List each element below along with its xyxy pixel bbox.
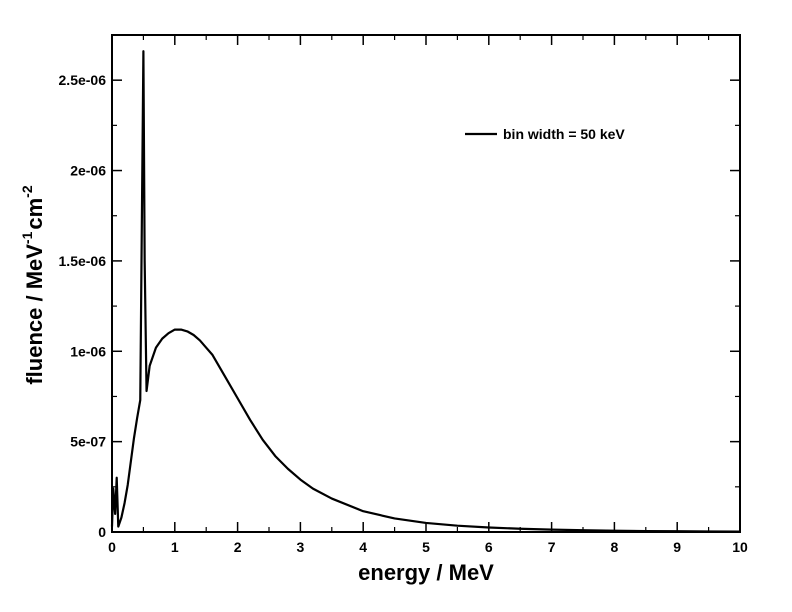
legend-label: bin width = 50 keV [503,126,625,142]
x-tick-label: 8 [611,539,619,555]
x-tick-label: 5 [422,539,430,555]
x-axis-label: energy / MeV [358,560,494,585]
x-tick-label: 6 [485,539,493,555]
x-tick-label: 2 [234,539,242,555]
y-axis-label-mid: cm [22,198,47,230]
plot-frame [111,34,741,533]
y-tick-label: 5e-07 [70,434,106,450]
y-axis-label-sup1: -1 [19,231,35,244]
x-tick-label: 3 [297,539,305,555]
y-tick-label: 0 [98,524,106,540]
y-tick-label: 2e-06 [70,163,106,179]
x-tick-label: 4 [359,539,367,555]
x-tick-label: 10 [732,539,748,555]
axis-tick-labels: 0 1 2 3 4 5 6 7 8 9 10 0 5e-07 1e-06 1.5e-06 2e-06 2.5e-… [59,72,748,555]
x-tick-label: 9 [673,539,681,555]
x-tick-label: 1 [171,539,179,555]
y-tick-label: 1.5e-06 [59,253,107,269]
y-axis-label-sup2: -2 [19,185,35,198]
y-tick-label: 2.5e-06 [59,72,107,88]
series-line-bin-width [110,50,741,533]
x-tick-label: 0 [108,539,116,555]
y-axis-label-base: fluence / MeV [22,244,47,385]
legend: bin width = 50 keV [465,126,625,142]
axis-ticks [111,35,741,533]
x-tick-label: 7 [548,539,556,555]
y-axis-label: fluence / MeV-1cm-2 [19,185,47,385]
y-tick-label: 1e-06 [70,343,106,359]
